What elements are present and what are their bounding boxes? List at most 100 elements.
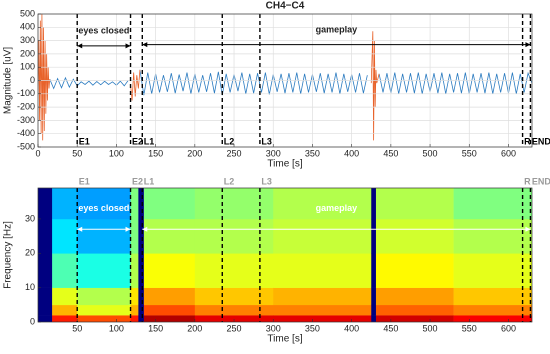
y-tick-label: 100 <box>20 62 35 72</box>
event-label: E2 <box>132 136 143 146</box>
x-tick-label: 600 <box>501 323 516 333</box>
x-tick-label: 150 <box>148 323 163 333</box>
heat-cell <box>273 315 372 322</box>
x-tick-label: 50 <box>72 323 82 333</box>
heat-cell <box>38 304 53 316</box>
axes-frame <box>37 13 533 148</box>
annotation-text: gameplay <box>316 203 358 213</box>
event-label: END <box>532 136 550 146</box>
y-axis-label: Frequency [Hz] <box>3 221 14 289</box>
x-tick-label: 250 <box>227 323 242 333</box>
x-tick-label: 0 <box>35 148 40 158</box>
event-label: L2 <box>224 136 235 146</box>
heat-cell <box>52 218 78 254</box>
event-label: L1 <box>144 176 155 186</box>
heat-cell <box>52 287 78 306</box>
x-tick-label: 500 <box>423 323 438 333</box>
arrow-head <box>77 43 83 49</box>
heat-cell <box>273 287 372 306</box>
heat-cell <box>77 188 131 220</box>
y-tick-label: 30 <box>25 213 35 223</box>
heat-cell <box>371 188 377 220</box>
x-tick-label: 50 <box>72 148 82 158</box>
arrow-head <box>142 226 148 232</box>
heat-cell <box>453 218 532 254</box>
x-axis-label: Time [s] <box>267 334 302 345</box>
heat-cell <box>77 253 131 288</box>
x-tick-label: 200 <box>187 323 202 333</box>
heat-cell <box>52 304 78 316</box>
arrow-head <box>125 43 131 49</box>
x-tick-label: 200 <box>187 148 202 158</box>
plot-area <box>38 188 532 322</box>
heat-cell <box>77 315 131 322</box>
heat-cell <box>453 188 532 220</box>
arrow-head <box>77 226 83 232</box>
x-tick-label: 600 <box>501 148 516 158</box>
heat-cell <box>375 218 454 254</box>
heat-cell <box>52 253 78 288</box>
heat-cell <box>138 304 145 316</box>
event-label: L2 <box>224 176 235 186</box>
y-axis-label: Magnitude [uV] <box>3 47 14 114</box>
heat-cell <box>77 287 131 306</box>
heat-cell <box>130 253 139 288</box>
heat-cell <box>38 253 53 288</box>
x-tick-label: 350 <box>305 323 320 333</box>
heat-cell <box>453 304 532 316</box>
y-tick-label: -300 <box>17 115 35 125</box>
event-label: L3 <box>261 136 272 146</box>
heat-cell <box>38 315 53 322</box>
arrow-head <box>142 42 148 48</box>
heat-cell <box>77 304 131 316</box>
heat-cell <box>138 315 145 322</box>
y-tick-label: 20 <box>25 248 35 258</box>
heat-cell <box>52 188 78 220</box>
arrow-head <box>525 226 531 232</box>
heat-cell <box>130 218 139 254</box>
heat-cell <box>38 218 53 254</box>
arrow-head <box>125 226 131 232</box>
heat-cell <box>143 218 196 254</box>
annotation-text: gameplay <box>316 24 358 34</box>
x-tick-label: 400 <box>344 323 359 333</box>
x-tick-label: 400 <box>344 148 359 158</box>
heat-cell <box>130 287 139 306</box>
x-tick-label: 350 <box>305 148 320 158</box>
annotation-text: eyes closed <box>78 26 129 36</box>
heat-cell <box>453 287 532 306</box>
heat-cell <box>375 188 454 220</box>
heat-cell <box>273 218 372 254</box>
heat-cell <box>273 304 372 316</box>
arrow-head <box>525 42 531 48</box>
heat-cell <box>138 188 145 220</box>
heat-cell <box>371 218 377 254</box>
axes-frame <box>37 187 533 323</box>
x-tick-label: 100 <box>109 148 124 158</box>
event-label: R <box>524 136 531 146</box>
heat-cell <box>138 218 145 254</box>
y-tick-label: 0 <box>30 316 35 326</box>
x-tick-label: 150 <box>148 148 163 158</box>
event-label: L1 <box>144 136 155 146</box>
heat-cell <box>143 304 196 316</box>
y-tick-label: 200 <box>20 48 35 58</box>
heat-cell <box>38 188 53 220</box>
x-tick-label: 250 <box>227 148 242 158</box>
heat-cell <box>371 315 377 322</box>
heat-cell <box>375 287 454 306</box>
heat-cell <box>143 315 196 322</box>
heat-cell <box>273 188 372 220</box>
event-label: E1 <box>79 136 90 146</box>
y-tick-label: 500 <box>20 8 35 18</box>
x-axis-label: Time [s] <box>267 159 302 170</box>
heat-cell <box>194 315 274 322</box>
event-label: L3 <box>261 176 272 186</box>
heat-cell <box>130 188 139 220</box>
x-tick-label: 300 <box>266 148 281 158</box>
y-tick-label: 0 <box>30 75 35 85</box>
heat-cell <box>194 253 274 288</box>
event-label: END <box>532 176 550 186</box>
